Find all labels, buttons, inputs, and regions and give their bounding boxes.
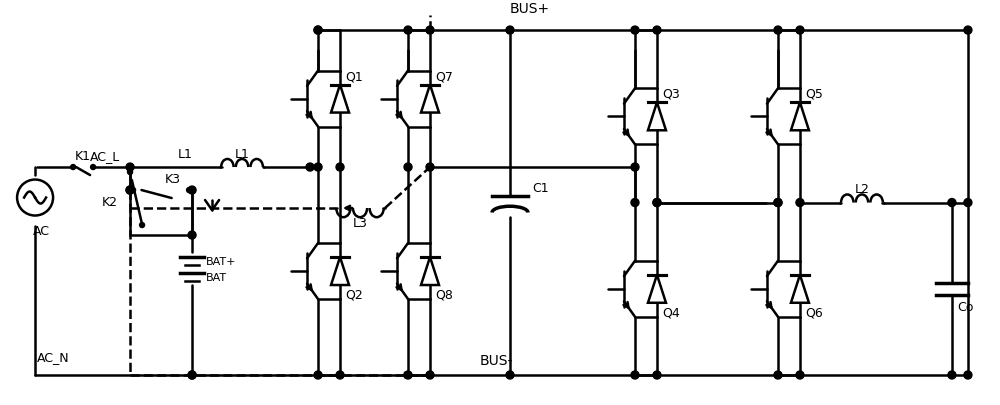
Circle shape	[796, 371, 804, 379]
Circle shape	[314, 371, 322, 379]
Circle shape	[506, 27, 514, 35]
Text: L3: L3	[353, 216, 367, 229]
Circle shape	[774, 199, 782, 207]
Circle shape	[126, 187, 134, 194]
Text: L1: L1	[178, 147, 192, 160]
Circle shape	[631, 371, 639, 379]
Circle shape	[126, 187, 134, 194]
Circle shape	[306, 164, 314, 172]
Circle shape	[336, 164, 344, 172]
Circle shape	[404, 371, 412, 379]
Text: L2: L2	[855, 183, 869, 196]
Text: K1: K1	[75, 149, 91, 162]
Circle shape	[948, 199, 956, 207]
Circle shape	[796, 27, 804, 35]
Text: Co: Co	[957, 301, 973, 313]
Text: AC_N: AC_N	[37, 351, 70, 364]
Text: Q5: Q5	[805, 87, 823, 100]
Circle shape	[314, 164, 322, 172]
Circle shape	[187, 188, 192, 193]
Text: L1: L1	[235, 147, 249, 160]
Text: Q3: Q3	[662, 87, 680, 100]
Circle shape	[91, 165, 96, 170]
Circle shape	[140, 223, 145, 228]
Circle shape	[71, 165, 76, 170]
Text: BAT: BAT	[206, 272, 227, 282]
Text: K2: K2	[102, 195, 118, 208]
Circle shape	[774, 27, 782, 35]
Circle shape	[631, 164, 639, 172]
Text: Q1: Q1	[345, 70, 363, 83]
Text: Q8: Q8	[435, 288, 453, 301]
Circle shape	[188, 371, 196, 379]
Text: Q6: Q6	[805, 305, 823, 318]
Circle shape	[796, 199, 804, 207]
Circle shape	[964, 199, 972, 207]
Circle shape	[404, 27, 412, 35]
Circle shape	[426, 164, 434, 172]
Circle shape	[653, 199, 661, 207]
Circle shape	[653, 199, 661, 207]
Circle shape	[128, 170, 133, 175]
Text: BUS-: BUS-	[480, 353, 513, 367]
Text: C1: C1	[532, 181, 549, 194]
Text: K3: K3	[165, 172, 181, 185]
Text: AC: AC	[33, 224, 50, 237]
Circle shape	[336, 371, 344, 379]
Circle shape	[314, 27, 322, 35]
Circle shape	[426, 371, 434, 379]
Circle shape	[631, 27, 639, 35]
Circle shape	[126, 164, 134, 172]
Circle shape	[653, 27, 661, 35]
Circle shape	[964, 371, 972, 379]
Text: Q7: Q7	[435, 70, 453, 83]
Circle shape	[774, 199, 782, 207]
Circle shape	[774, 371, 782, 379]
Circle shape	[653, 371, 661, 379]
Circle shape	[404, 164, 412, 172]
Text: Q2: Q2	[345, 288, 363, 301]
Text: Q4: Q4	[662, 305, 680, 318]
Circle shape	[188, 232, 196, 239]
Circle shape	[948, 371, 956, 379]
Circle shape	[188, 187, 196, 194]
Circle shape	[314, 27, 322, 35]
Text: AC_L: AC_L	[90, 149, 120, 162]
Text: BUS+: BUS+	[510, 2, 550, 16]
Circle shape	[506, 371, 514, 379]
Circle shape	[188, 371, 196, 379]
Circle shape	[426, 27, 434, 35]
Circle shape	[964, 27, 972, 35]
Circle shape	[131, 188, 136, 193]
Text: BAT+: BAT+	[206, 256, 237, 266]
Circle shape	[631, 199, 639, 207]
